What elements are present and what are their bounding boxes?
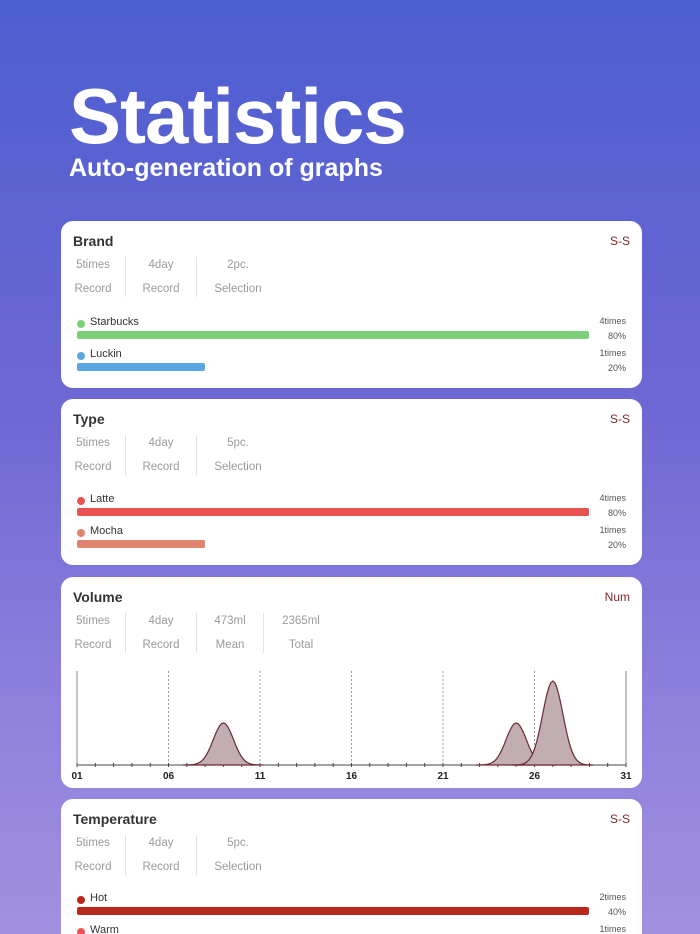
x-tick-label: 06 xyxy=(163,771,175,782)
progress-bar xyxy=(77,540,205,548)
stat-days: 4day Record xyxy=(142,259,180,295)
progress-bar xyxy=(77,907,589,915)
stat-selection: 5pc. Selection xyxy=(214,437,262,473)
legend-dot xyxy=(77,896,85,904)
volume-chart: 01 06 11 16 21 26 31 xyxy=(71,671,632,782)
card-title: Temperature xyxy=(73,811,157,827)
stat-records: 5times Record xyxy=(74,437,112,473)
hero-title: Statistics xyxy=(69,72,407,160)
x-tick-label: 21 xyxy=(437,771,449,782)
peak-area xyxy=(512,680,594,766)
x-tick-label: 26 xyxy=(529,771,541,782)
legend-dot xyxy=(77,320,85,328)
mode-toggle[interactable]: S-S xyxy=(609,412,630,426)
progress-bar xyxy=(77,331,589,339)
stats-row: 5times Record 4day Record 473ml Mean 2365ml… xyxy=(61,613,338,657)
stats-row: 5times Record 4day Record 2pc. Selection xyxy=(61,257,279,301)
temperature-card: Temperature S-S 5times Record 4day Record … xyxy=(61,799,642,934)
stat-days: 4day Record xyxy=(142,615,180,651)
stats-row: 5times Record 4day Record 5pc. Selection xyxy=(61,835,279,879)
type-card: Type S-S 5times Record 4day Record 5pc. Sel… xyxy=(61,399,642,565)
x-tick-label: 11 xyxy=(255,771,266,782)
legend-dot xyxy=(77,928,85,934)
hero-subtitle: Auto-generation of graphs xyxy=(69,154,383,182)
progress-bar xyxy=(77,363,205,371)
stat-mean: 473ml Mean xyxy=(214,615,246,651)
mode-toggle[interactable]: S-S xyxy=(609,812,630,826)
x-tick-label: 31 xyxy=(620,771,632,782)
stat-selection: 5pc. Selection xyxy=(214,837,262,873)
legend-dot xyxy=(77,352,85,360)
peak-area xyxy=(183,722,264,766)
progress-bar xyxy=(77,508,589,516)
x-tick-label: 01 xyxy=(71,771,83,782)
brand-card: Brand S-S 5times Record 4day Record 2pc. Se… xyxy=(61,221,642,388)
legend-dot xyxy=(77,529,85,537)
stat-days: 4day Record xyxy=(142,837,180,873)
stats-row: 5times Record 4day Record 5pc. Selection xyxy=(61,435,279,479)
card-title: Type xyxy=(73,411,105,427)
legend-dot xyxy=(77,497,85,505)
mode-toggle[interactable]: S-S xyxy=(609,234,630,248)
stat-total: 2365ml Total xyxy=(282,615,320,651)
stat-days: 4day Record xyxy=(142,437,180,473)
mode-toggle[interactable]: Num xyxy=(604,590,630,604)
x-tick-label: 16 xyxy=(346,771,358,782)
volume-card: Volume Num 5times Record 4day Record 473ml… xyxy=(61,577,642,788)
stat-records: 5times Record xyxy=(74,837,112,873)
card-title: Volume xyxy=(73,589,123,605)
stat-records: 5times Record xyxy=(74,615,112,651)
stat-selection: 2pc. Selection xyxy=(214,259,262,295)
stat-records: 5times Record xyxy=(74,259,112,295)
card-title: Brand xyxy=(73,233,114,249)
